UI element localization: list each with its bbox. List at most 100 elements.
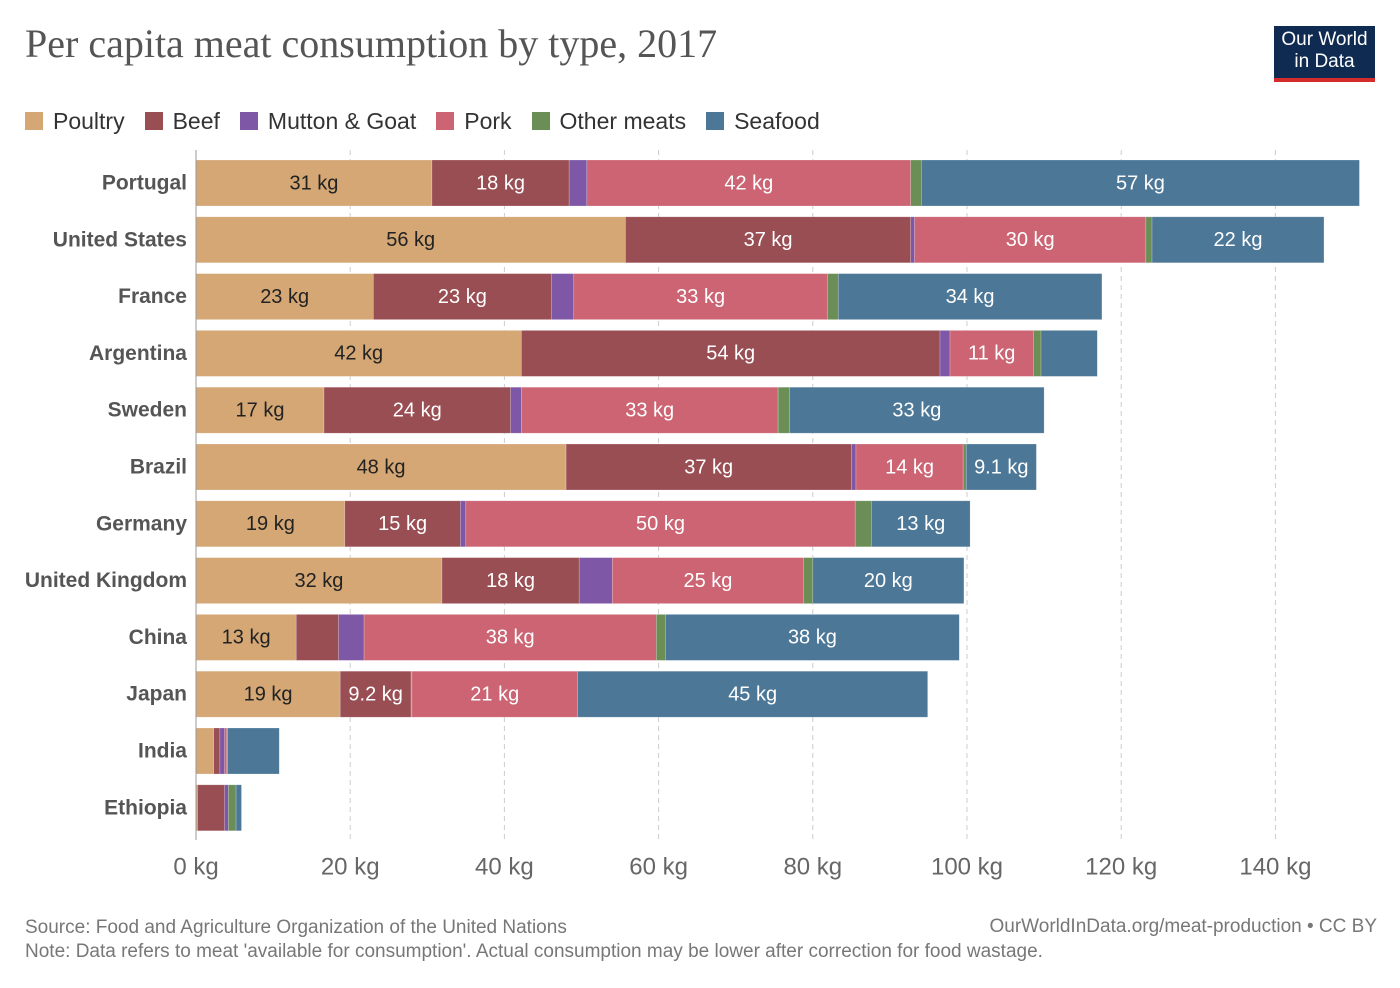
source-url-link[interactable]: OurWorldInData.org/meat-production • CC …	[989, 916, 1377, 937]
data-label: 42 kg	[334, 343, 383, 365]
bar-poultry	[195, 159, 433, 207]
bar-row-germany: Germany 19 kg 15 kg 50 kg 13 kg	[96, 500, 971, 548]
legend-label: Pork	[464, 107, 512, 134]
bar-mutton-and-goat	[510, 386, 522, 434]
bar-seafood	[965, 443, 1037, 491]
bar-pork	[573, 273, 828, 320]
bar-pork	[949, 330, 1034, 377]
bar-mutton-and-goat	[910, 216, 915, 264]
data-label: 14 kg	[885, 456, 934, 478]
bar-poultry	[195, 330, 522, 377]
legend-item-seafood[interactable]: Seafood	[706, 108, 820, 135]
bar-beef	[323, 386, 511, 434]
data-label: 33 kg	[892, 399, 941, 421]
bar-beef	[431, 159, 570, 207]
data-label: 9.2 kg	[348, 683, 402, 705]
data-label: 45 kg	[728, 683, 777, 705]
bar-row-japan: Japan 19 kg 9.2 kg 21 kg 45 kg	[126, 670, 928, 718]
bar-mutton-and-goat	[224, 784, 229, 832]
data-label: 54 kg	[706, 343, 755, 365]
legend-swatch	[531, 112, 550, 130]
bar-pork	[224, 727, 228, 775]
x-tick-label: 80 kg	[783, 853, 842, 880]
bar-seafood	[227, 727, 280, 775]
data-label: 50 kg	[636, 513, 685, 535]
bar-mutton-and-goat	[551, 273, 575, 320]
bar-seafood	[921, 159, 1360, 207]
bar-poultry	[195, 386, 325, 434]
bar-row-united-states: United States 56 kg 37 kg 30 kg 22 kg	[53, 216, 1325, 264]
note-text: Note: Data refers to meat 'available for…	[25, 941, 1043, 962]
category-label: Japan	[126, 683, 187, 706]
legend-label: Mutton & Goat	[267, 107, 417, 134]
data-label: 32 kg	[295, 570, 344, 592]
bar-pork	[411, 670, 578, 718]
data-label: 11 kg	[968, 343, 1015, 365]
bar-poultry	[195, 727, 215, 775]
bar-poultry	[195, 273, 374, 320]
logo-line-2: in Data	[1294, 51, 1355, 72]
bar-other-meats	[827, 273, 839, 320]
legend-swatch	[239, 112, 258, 130]
bar-other-meats	[777, 386, 790, 434]
legend-label: Other meats	[559, 107, 687, 134]
bar-pork	[521, 386, 779, 434]
data-label: 38 kg	[788, 627, 837, 649]
bar-seafood	[577, 670, 928, 718]
x-tick-label: 60 kg	[629, 853, 688, 880]
bar-mutton-and-goat	[568, 159, 588, 207]
bar-mutton-and-goat	[338, 614, 365, 661]
data-label: 31 kg	[289, 172, 338, 194]
data-label: 23 kg	[438, 286, 487, 308]
source-text: Source: Food and Agriculture Organizatio…	[25, 917, 567, 938]
bar-mutton-and-goat	[851, 443, 857, 491]
legend-swatch	[706, 112, 725, 130]
chart-legend: Poultry Beef Mutton & Goat Pork Other meats S…	[25, 106, 840, 136]
data-label: 33 kg	[625, 399, 674, 421]
bar-beef	[213, 727, 221, 775]
data-label: 13 kg	[896, 513, 945, 535]
bar-seafood	[789, 386, 1045, 434]
legend-label: Seafood	[734, 107, 820, 134]
chart-title: Per capita meat consumption by type, 201…	[25, 21, 718, 66]
bar-row-brazil: Brazil 48 kg 37 kg 14 kg 9.1 kg	[130, 443, 1037, 491]
bar-other-meats	[655, 614, 666, 661]
bar-poultry	[195, 443, 567, 491]
data-label: 42 kg	[724, 172, 773, 194]
legend-item-other-meats[interactable]: Other meats	[531, 107, 687, 135]
data-label: 20 kg	[864, 570, 913, 592]
bar-mutton-and-goat	[578, 557, 613, 604]
bar-pork	[465, 500, 856, 548]
bar-poultry	[195, 670, 341, 718]
data-label: 48 kg	[357, 456, 406, 478]
bar-seafood	[235, 784, 242, 832]
bar-other-meats	[962, 443, 967, 491]
bar-mutton-and-goat	[939, 330, 951, 377]
x-tick-label: 100 kg	[931, 853, 1003, 880]
legend-item-mutton-and-goat[interactable]: Mutton & Goat	[239, 107, 417, 135]
legend-swatch	[144, 112, 163, 130]
bar-seafood	[1151, 216, 1325, 264]
data-label: 38 kg	[486, 627, 535, 649]
x-tick-label: 120 kg	[1085, 853, 1157, 880]
bar-seafood	[837, 273, 1103, 320]
bar-row-ethiopia: Ethiopia	[104, 784, 242, 832]
footer-notes: Source: Food and Agriculture Organizatio…	[25, 916, 1043, 964]
bar-pork	[855, 443, 964, 491]
data-label: 25 kg	[683, 570, 732, 592]
gridlines	[349, 150, 1276, 840]
category-label: United Kingdom	[25, 569, 187, 592]
data-label: 30 kg	[1006, 229, 1055, 251]
data-label: 23 kg	[260, 286, 309, 308]
bar-poultry	[195, 216, 626, 264]
category-label: Portugal	[102, 172, 187, 195]
bar-other-meats	[910, 159, 922, 207]
legend-item-poultry[interactable]: Poultry	[25, 108, 125, 135]
legend-item-beef[interactable]: Beef	[144, 107, 220, 135]
legend-item-pork[interactable]: Pork	[436, 107, 512, 135]
legend-label: Beef	[172, 107, 220, 134]
owid-logo[interactable]: Our World in Data	[1274, 26, 1375, 82]
bar-other-meats	[854, 500, 872, 548]
bar-other-meats	[1145, 216, 1153, 264]
category-label: United States	[53, 228, 187, 251]
